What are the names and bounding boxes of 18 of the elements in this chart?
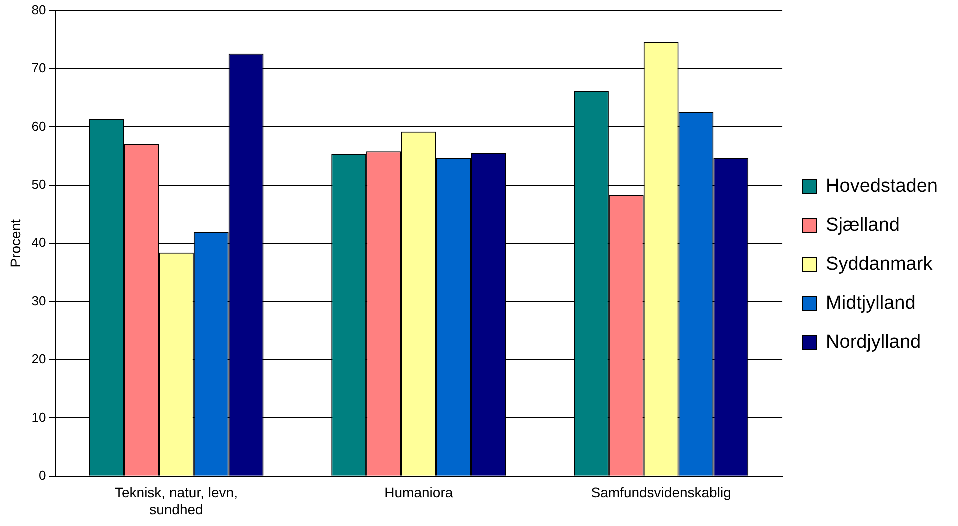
y-tick-label: 40 (32, 235, 46, 250)
legend-label: Nordjylland (826, 332, 922, 354)
y-tick-label: 30 (32, 293, 46, 308)
legend-label: Hovedstaden (826, 176, 938, 198)
y-tick-label: 60 (32, 118, 46, 134)
x-tick-label: Humaniora (384, 484, 454, 501)
y-tick-label: 20 (32, 352, 46, 367)
legend-label: Syddanmark (826, 254, 934, 276)
legend-label: Midtjylland (826, 293, 916, 314)
y-tick-label: 50 (32, 176, 46, 192)
legend-label: Sjælland (826, 215, 900, 236)
y-tick-label: 0 (39, 468, 46, 483)
y-tick-label: 70 (32, 60, 46, 76)
x-tick-label: Samfundsvidenskablig (591, 484, 732, 501)
y-axis-title: Procent (7, 219, 24, 268)
y-tick-label: 10 (32, 410, 46, 425)
y-tick-label: 80 (32, 2, 46, 18)
x-tick-label: Teknisk, natur, levn, sundhed (114, 484, 238, 518)
